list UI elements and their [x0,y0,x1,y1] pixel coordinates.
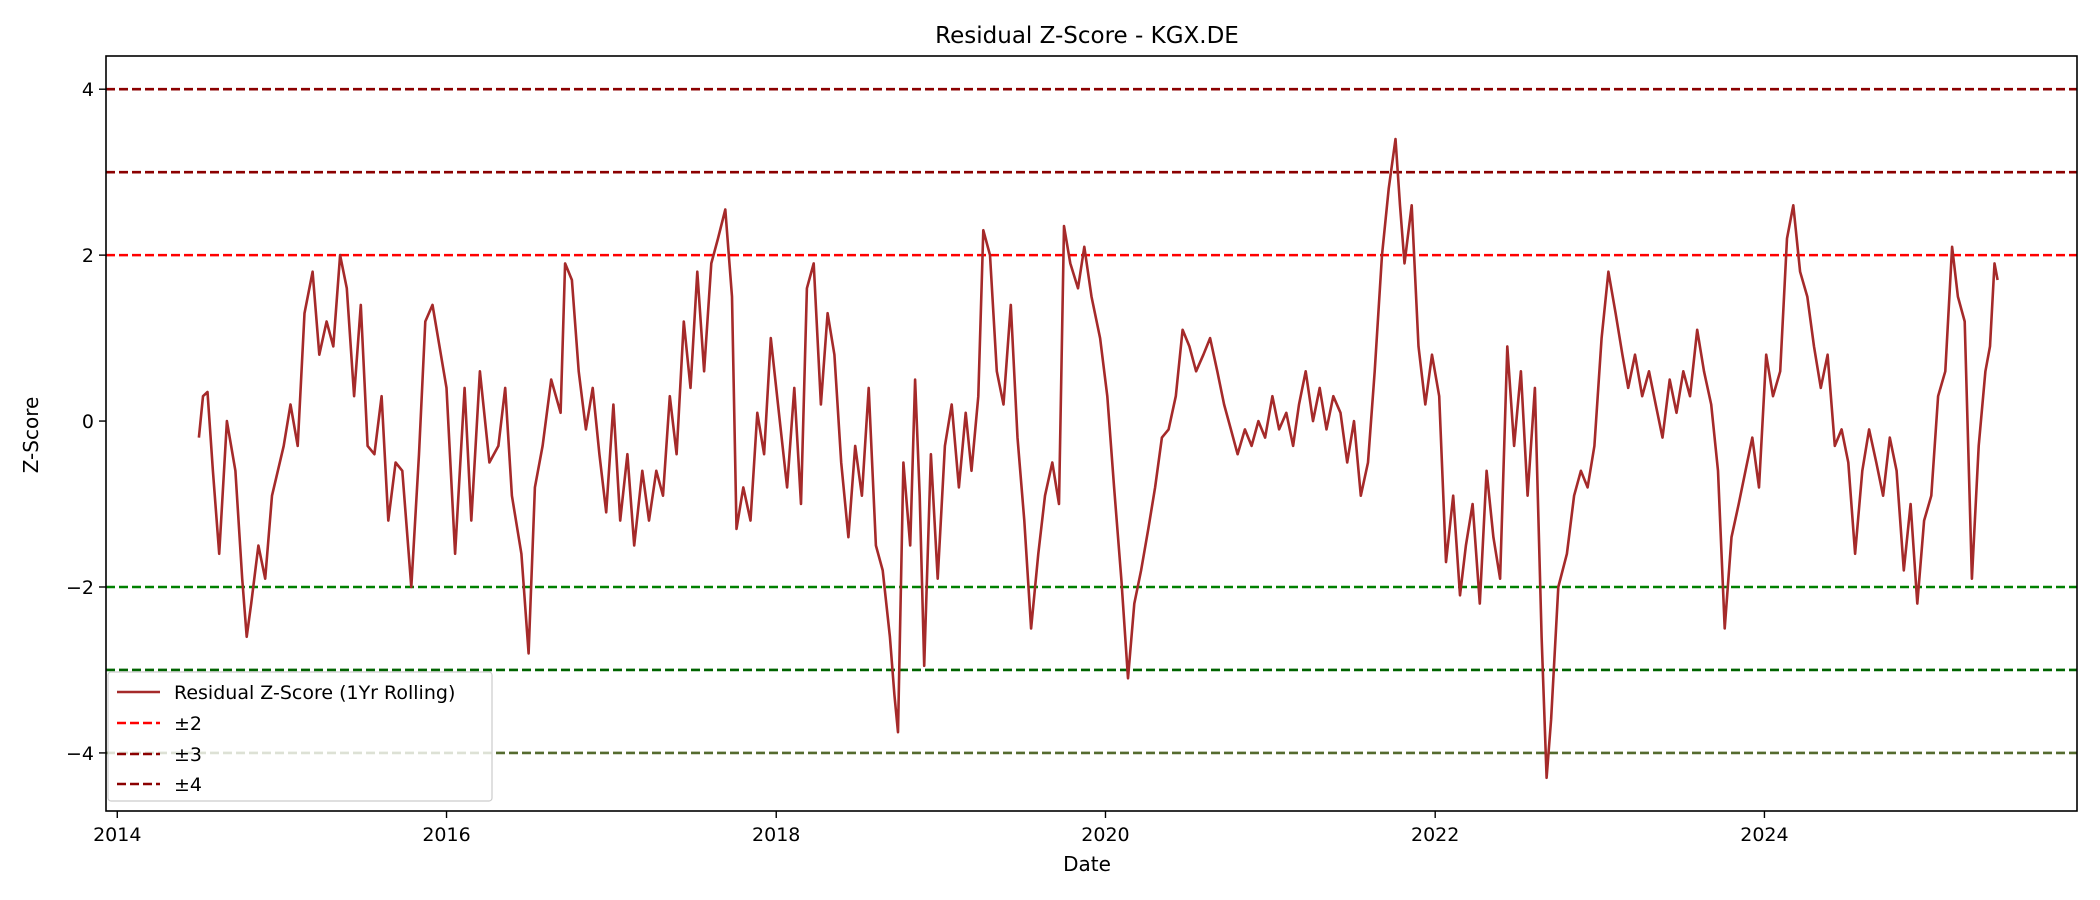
x-tick-label: 2024 [1740,824,1788,846]
y-axis-label: Z-Score [19,397,43,474]
legend-label-pm4: ±4 [174,774,202,796]
x-tick-label: 2014 [93,824,141,846]
legend-label-zscore: Residual Z-Score (1Yr Rolling) [174,682,455,704]
y-tick-label: 0 [82,411,94,433]
legend-label-pm3: ±3 [174,744,202,766]
plot-frame [105,55,2078,812]
legend-label-pm2: ±2 [174,713,202,735]
chart-title: Residual Z-Score - KGX.DE [935,23,1239,49]
y-tick-label: −4 [66,743,94,765]
x-axis-label: Date [1063,852,1111,876]
x-axis: 2014 2016 2018 2020 2022 2024 [93,811,1789,846]
legend-box [107,671,493,802]
series-layer [197,137,1999,780]
y-tick-label: 4 [82,79,94,101]
threshold-lines [106,87,2077,755]
legend: Residual Z-Score (1Yr Rolling) ±2 ±3 ±4 [107,671,493,802]
y-tick-label: −2 [66,577,94,599]
y-axis: 4 2 0 −2 −4 [66,79,106,765]
y-tick-label: 2 [82,245,94,267]
x-tick-label: 2016 [422,824,470,846]
x-tick-label: 2020 [1081,824,1129,846]
x-tick-label: 2022 [1411,824,1459,846]
zscore-series-line [197,137,1999,780]
x-tick-label: 2018 [752,824,800,846]
